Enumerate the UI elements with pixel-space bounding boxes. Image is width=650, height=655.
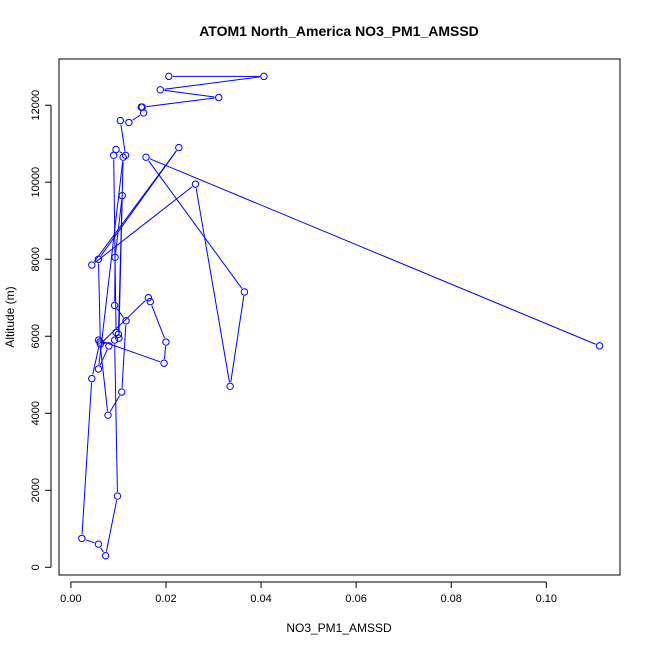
data-point <box>102 553 108 559</box>
x-tick-label: 0.06 <box>345 593 366 605</box>
data-point <box>105 412 111 418</box>
series-line-segment <box>117 309 123 318</box>
chart-title: ATOM1 North_America NO3_PM1_AMSSD <box>199 23 479 39</box>
x-tick-label: 0.04 <box>250 593 271 605</box>
series-line-segment <box>148 161 241 289</box>
data-point <box>95 541 101 547</box>
series-line-segment <box>99 263 101 339</box>
data-point <box>261 73 267 79</box>
y-tick-label: 0 <box>30 564 42 570</box>
y-tick-label: 12000 <box>30 90 42 121</box>
series-line-segment <box>94 151 176 262</box>
series-line-segment <box>101 548 104 552</box>
data-point <box>216 94 222 100</box>
data-point <box>95 366 101 372</box>
data-point <box>145 295 151 301</box>
series-line-segment <box>132 115 140 120</box>
x-axis: 0.00 0.02 0.04 0.06 0.08 0.10 <box>60 582 557 605</box>
series-line-segment <box>122 325 126 388</box>
series-line-segment <box>119 161 124 330</box>
data-point <box>95 337 101 343</box>
y-tick-label: 2000 <box>30 478 42 502</box>
x-tick-label: 0.08 <box>441 593 462 605</box>
series-line-segment <box>86 540 95 543</box>
series-line-segment <box>146 98 214 107</box>
series-line-segment <box>196 188 229 382</box>
data-point <box>89 262 95 268</box>
data-point <box>163 339 169 345</box>
y-tick-label: 10000 <box>30 167 42 198</box>
data-point <box>166 73 172 79</box>
y-tick-label: 4000 <box>30 401 42 425</box>
data-point <box>596 343 602 349</box>
series-line-segment <box>82 383 91 534</box>
y-tick-label: 6000 <box>30 324 42 348</box>
data-point <box>147 298 153 304</box>
series-line-segment <box>95 187 192 263</box>
series-line-segment <box>164 90 214 97</box>
series-line-segment <box>115 344 118 492</box>
series-line-segment <box>164 346 165 359</box>
plot-frame <box>59 59 620 575</box>
data-point <box>111 302 117 308</box>
data-point <box>110 152 116 158</box>
series-line-segment <box>110 396 119 412</box>
data-point <box>241 289 247 295</box>
x-tick-label: 0.00 <box>60 593 81 605</box>
x-tick-label: 0.10 <box>536 593 557 605</box>
data-point <box>192 181 198 187</box>
series-line-segment <box>121 125 125 151</box>
x-tick-label: 0.02 <box>155 593 176 605</box>
data-point <box>89 375 95 381</box>
data-point <box>227 383 233 389</box>
data-point <box>161 360 167 366</box>
series-line-segment <box>231 296 244 382</box>
data-point <box>79 535 85 541</box>
series-line-segment <box>106 500 116 551</box>
series-line-segment <box>102 341 160 361</box>
x-axis-label: NO3_PM1_AMSSD <box>286 621 392 635</box>
data-point <box>140 110 146 116</box>
data-point <box>157 87 163 93</box>
data-point <box>117 117 123 123</box>
data-point <box>176 144 182 150</box>
series-line-segment <box>120 152 122 153</box>
data-point <box>126 119 132 125</box>
series-line-segment <box>103 301 145 341</box>
data-point <box>119 389 125 395</box>
y-axis-label: Altitude (m) <box>3 286 17 347</box>
data-point <box>143 154 149 160</box>
series-line-segment <box>152 306 165 339</box>
y-tick-label: 8000 <box>30 247 42 271</box>
data-point <box>114 493 120 499</box>
series-layer <box>79 73 603 559</box>
y-axis: 0 2000 4000 6000 8000 10000 12000 <box>30 90 51 570</box>
series-line-segment <box>150 159 596 344</box>
series-line-segment <box>164 77 259 89</box>
